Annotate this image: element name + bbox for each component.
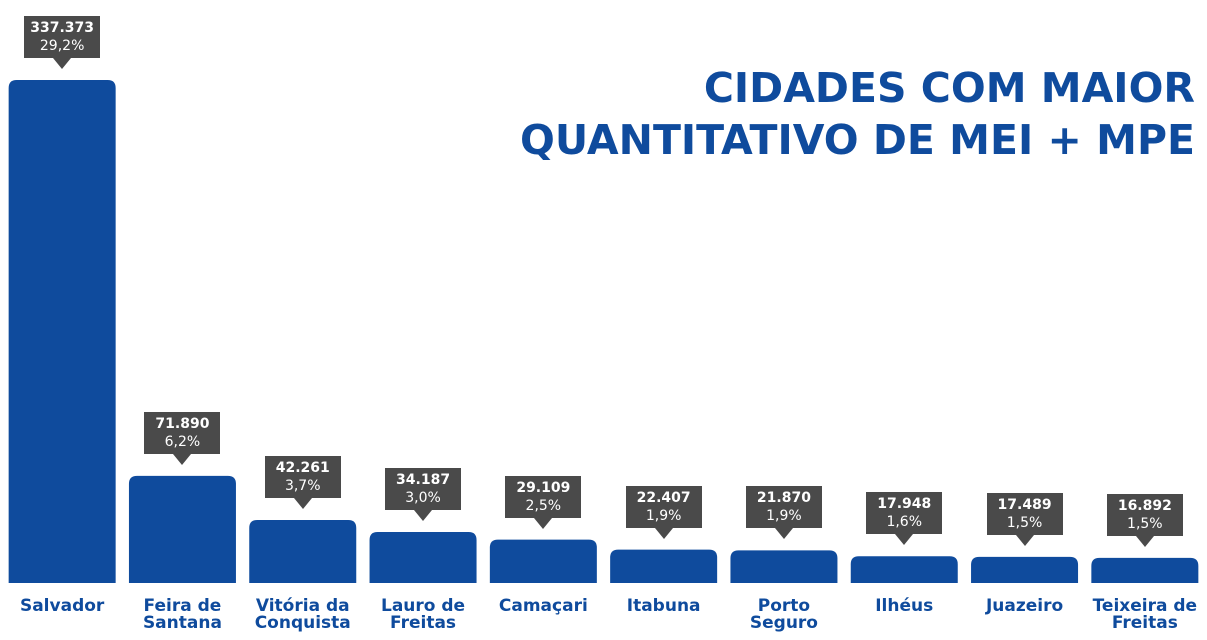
bar xyxy=(971,556,1079,583)
data-label: 21.870 1,9% xyxy=(745,486,822,540)
x-tick-label: Camaçari xyxy=(498,596,588,616)
bar xyxy=(489,539,597,583)
value-label: 16.892 xyxy=(1117,497,1172,514)
x-tick-label: Vitória da Conquista xyxy=(254,596,351,633)
share-label: 1,5% xyxy=(1127,515,1163,532)
data-label: 42.261 3,7% xyxy=(264,455,341,509)
share-label: 6,2% xyxy=(164,433,201,450)
value-label: 29.109 xyxy=(516,479,571,496)
data-label: 71.890 6,2% xyxy=(144,411,221,465)
value-label: 17.948 xyxy=(877,496,932,513)
share-label: 1,6% xyxy=(886,514,923,531)
bar xyxy=(8,80,116,583)
data-label: 34.187 3,0% xyxy=(385,468,462,522)
bar xyxy=(1091,557,1199,583)
share-label: 2,5% xyxy=(525,497,562,514)
share-label: 1,5% xyxy=(1006,514,1043,531)
bar xyxy=(730,550,838,583)
data-label: 22.407 1,9% xyxy=(625,485,702,539)
bar xyxy=(128,475,236,583)
bar xyxy=(249,519,357,583)
data-label: 17.489 1,5% xyxy=(986,492,1063,546)
value-label: 42.261 xyxy=(275,459,330,476)
share-label: 3,0% xyxy=(405,490,441,507)
value-label: 22.407 xyxy=(636,489,691,506)
x-tick-label: Feira de Santana xyxy=(142,596,222,633)
bar xyxy=(369,532,477,583)
value-label: 337.373 xyxy=(30,20,95,36)
value-label: 34.187 xyxy=(396,472,451,489)
x-tick-label: Porto Seguro xyxy=(749,596,818,633)
share-label: 1,9% xyxy=(645,507,682,524)
share-label: 29,2% xyxy=(39,38,85,54)
x-tick-label: Teixeira de Freitas xyxy=(1092,596,1198,633)
data-label: 16.892 1,5% xyxy=(1106,493,1183,547)
x-tick-label: Itabuna xyxy=(626,596,701,616)
share-label: 3,7% xyxy=(284,477,321,494)
x-tick-label: Salvador xyxy=(19,596,105,616)
value-label: 17.489 xyxy=(997,496,1052,513)
chart-title: CIDADES COM MAIOR QUANTITATIVO DE MEI + … xyxy=(520,64,1195,164)
data-label: 337.373 29,2% xyxy=(24,16,101,69)
x-tick-label: Lauro de Freitas xyxy=(381,596,466,633)
bar xyxy=(610,549,718,583)
data-label: 29.109 2,5% xyxy=(505,475,582,529)
x-tick-label: Ilhéus xyxy=(875,596,934,616)
value-label: 21.870 xyxy=(756,490,811,507)
value-label: 71.890 xyxy=(155,415,210,432)
x-tick-label: Juazeiro xyxy=(985,596,1064,616)
bar xyxy=(850,556,958,583)
data-label: 17.948 1,6% xyxy=(866,492,943,546)
share-label: 1,9% xyxy=(766,508,802,525)
